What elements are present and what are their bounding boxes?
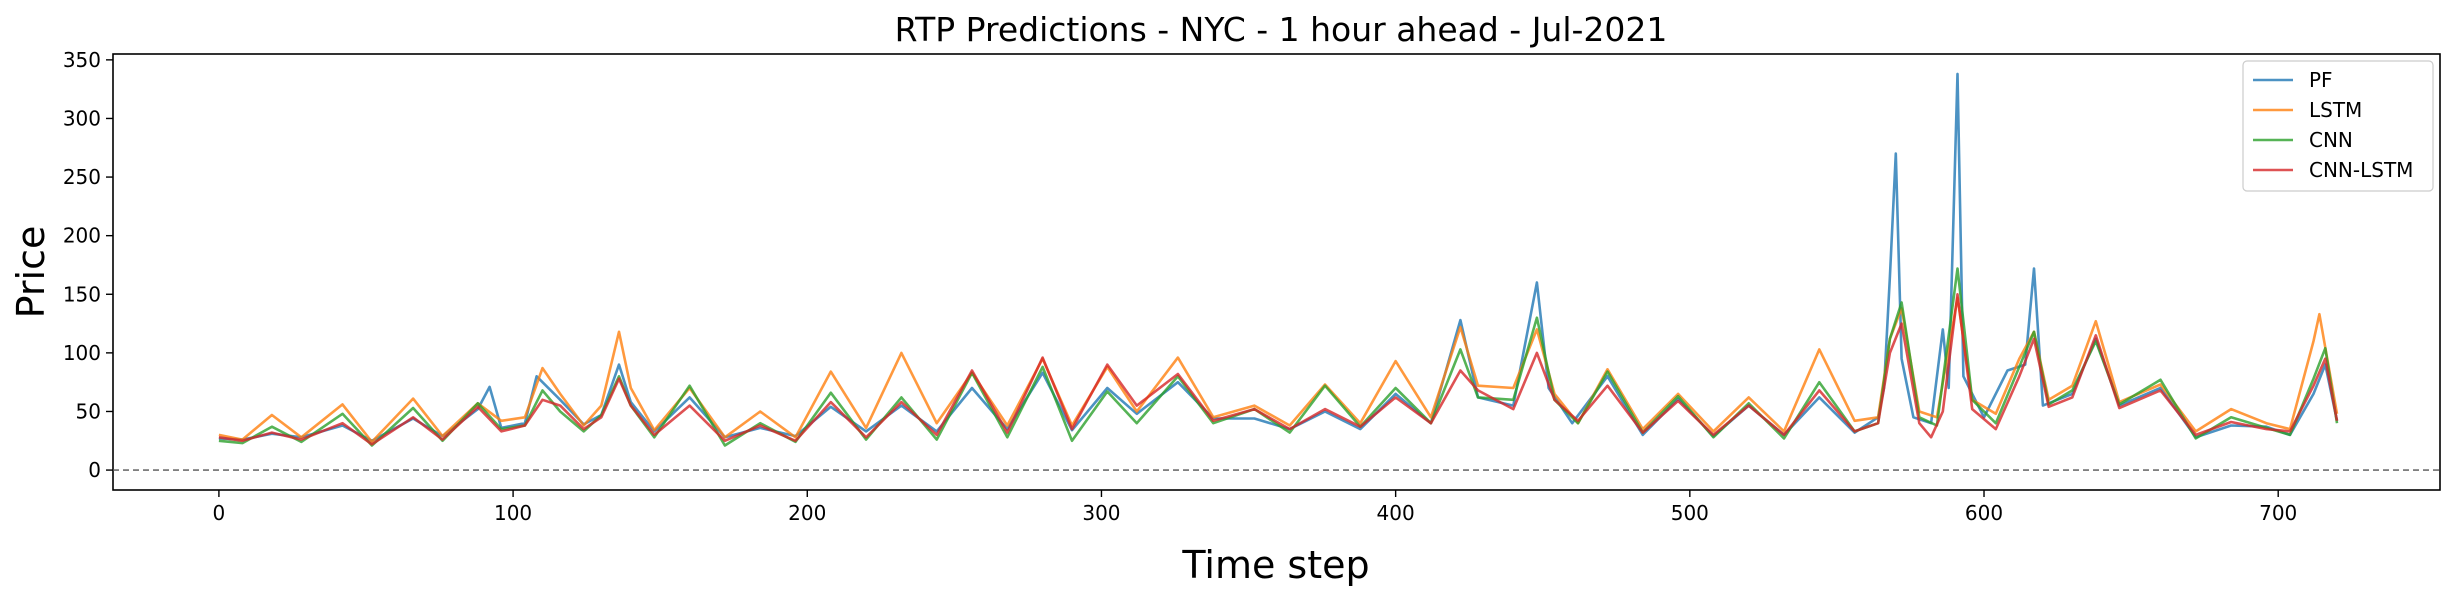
y-tick-label: 0 (88, 458, 101, 482)
series-line-lstm (218, 296, 2339, 444)
x-tick-label: 300 (1082, 501, 1120, 525)
series-line-cnn (218, 267, 2339, 447)
y-tick-label: 200 (63, 224, 101, 248)
y-axis: 0 50 100 150 200 250 300 350 (63, 48, 113, 482)
x-axis-label: Time step (1181, 543, 1369, 587)
y-tick-label: 250 (63, 165, 101, 189)
x-tick-label: 400 (1377, 501, 1415, 525)
legend: PF LSTM CNN CNN-LSTM (2242, 60, 2434, 192)
legend-label: CNN-LSTM (2309, 158, 2413, 182)
series-lines (218, 72, 2339, 447)
legend-label: PF (2309, 68, 2333, 92)
y-tick-label: 50 (76, 399, 101, 423)
y-tick-label: 100 (63, 341, 101, 365)
y-axis-label: Price (9, 226, 53, 319)
y-tick-label: 300 (63, 106, 101, 130)
x-tick-label: 600 (1965, 501, 2003, 525)
y-tick-label: 350 (63, 48, 101, 72)
plot-area: 0 100 200 300 400 500 600 700 0 50 100 150 200 250 30… (63, 48, 2441, 525)
legend-label: LSTM (2309, 98, 2362, 122)
legend-box (2242, 60, 2434, 192)
x-tick-label: 500 (1671, 501, 1709, 525)
y-tick-label: 150 (63, 282, 101, 306)
series-line-cnn-lstm (218, 292, 2339, 446)
x-tick-label: 200 (788, 501, 826, 525)
x-tick-label: 700 (2259, 501, 2297, 525)
x-tick-label: 0 (213, 501, 226, 525)
x-tick-label: 100 (494, 501, 532, 525)
chart-title: RTP Predictions - NYC - 1 hour ahead - J… (895, 10, 1668, 49)
legend-label: CNN (2309, 128, 2353, 152)
x-axis: 0 100 200 300 400 500 600 700 (213, 490, 2297, 525)
